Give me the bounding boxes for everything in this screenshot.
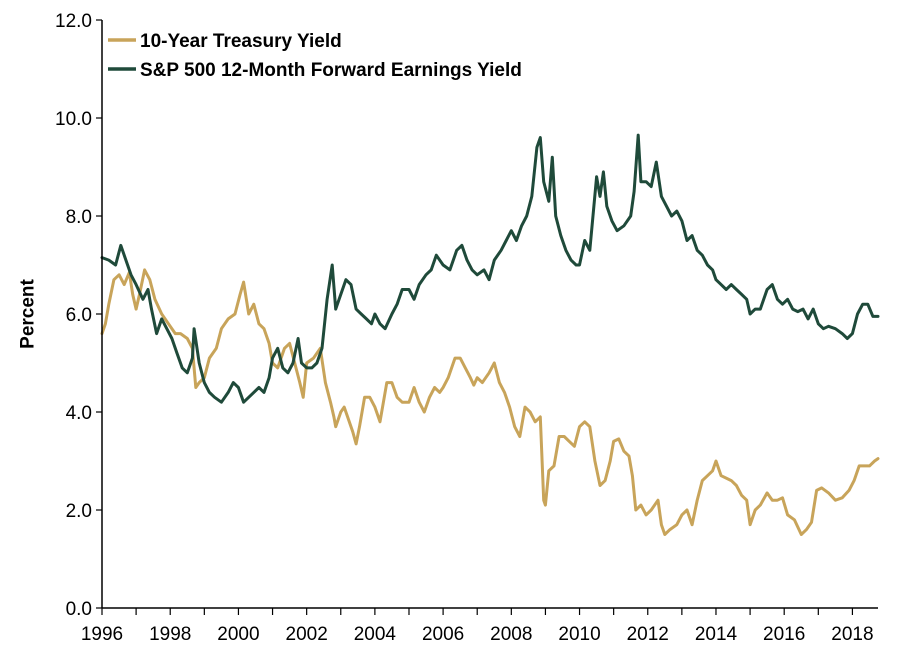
- x-tick-label: 2002: [286, 624, 328, 645]
- y-axis-ticks: 0.0 2.0 4.0 6.0 8.0 10.0 12.0: [55, 11, 102, 620]
- y-tick-label: 6.0: [66, 305, 92, 326]
- x-tick-label: 1998: [149, 624, 191, 645]
- y-tick-label: 4.0: [66, 403, 92, 424]
- x-tick-label: 1996: [81, 624, 123, 645]
- legend-label-treasury-yield: 10-Year Treasury Yield: [140, 31, 342, 52]
- series-line-treasury-yield: [100, 268, 880, 536]
- x-tick-label: 2006: [422, 624, 464, 645]
- y-tick-label: 8.0: [66, 207, 92, 228]
- y-tick-label: 2.0: [66, 501, 92, 522]
- y-tick-label: 0.0: [66, 599, 92, 620]
- x-tick-label: 2010: [558, 624, 600, 645]
- x-tick-label: 2014: [695, 624, 738, 645]
- x-tick-label: 2000: [217, 624, 259, 645]
- x-axis-ticks: 1996 1998 2000 2002 2004 2006 2008 2010 2012 2014…: [81, 608, 874, 645]
- x-tick-label: 2012: [627, 624, 669, 645]
- x-tick-label: 2004: [354, 624, 397, 645]
- y-tick-label: 12.0: [55, 11, 92, 32]
- series-line-earnings-yield: [100, 133, 880, 404]
- x-tick-label: 2018: [831, 624, 873, 645]
- x-tick-label: 2008: [490, 624, 532, 645]
- x-tick-label: 2016: [763, 624, 805, 645]
- series-layer: [100, 133, 880, 536]
- y-tick-label: 10.0: [55, 109, 92, 130]
- legend: 10-Year Treasury Yield S&P 500 12-Month F…: [108, 31, 522, 81]
- y-axis-title: Percent: [18, 278, 39, 348]
- legend-label-earnings-yield: S&P 500 12-Month Forward Earnings Yield: [140, 60, 522, 81]
